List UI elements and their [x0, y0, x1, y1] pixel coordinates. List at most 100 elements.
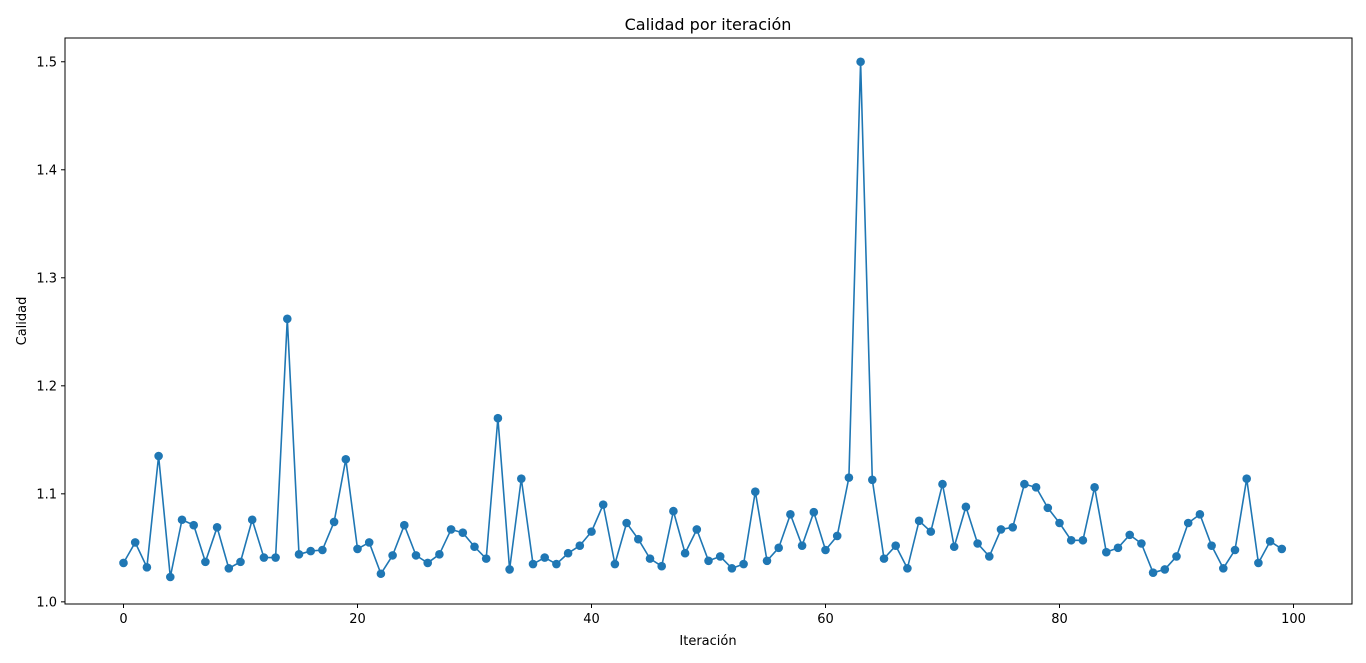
chart-title: Calidad por iteración: [625, 15, 792, 34]
data-point: [891, 541, 900, 550]
data-point: [985, 552, 994, 561]
data-point: [458, 528, 468, 538]
data-point: [704, 556, 713, 566]
data-point: [1219, 564, 1228, 573]
data-point: [528, 559, 538, 569]
y-tick-label: 1.5: [36, 55, 57, 70]
data-point: [142, 562, 152, 572]
data-point: [247, 515, 257, 525]
data-point: [914, 516, 924, 526]
data-point: [119, 558, 128, 568]
data-point: [1148, 568, 1158, 577]
data-point: [1113, 543, 1123, 553]
plot-area: [119, 57, 1287, 582]
data-point: [926, 527, 936, 536]
data-point: [1207, 541, 1216, 550]
data-point: [435, 550, 444, 559]
data-point: [470, 542, 479, 552]
x-tick-label: 0: [119, 612, 127, 627]
data-point: [1172, 552, 1181, 561]
y-tick-label: 1.0: [36, 595, 57, 610]
series-line: [122, 60, 1283, 578]
data-point: [786, 510, 795, 519]
data-point: [236, 557, 245, 567]
y-tick-label: 1.3: [36, 271, 57, 286]
data-point: [727, 564, 737, 573]
data-point: [306, 546, 316, 556]
y-tick-label: 1.1: [36, 487, 57, 502]
data-point: [318, 545, 327, 555]
data-point: [1195, 510, 1205, 519]
data-point: [1066, 535, 1076, 545]
data-point: [493, 413, 503, 423]
data-point: [1183, 518, 1193, 528]
data-point: [610, 559, 620, 569]
y-tick-label: 1.4: [36, 163, 57, 178]
data-point: [669, 506, 678, 516]
data-point: [283, 314, 292, 324]
data-point: [1078, 535, 1088, 545]
x-tick-label: 20: [349, 612, 366, 627]
data-point: [1031, 483, 1041, 492]
data-point: [996, 525, 1006, 534]
data-point: [481, 554, 491, 563]
data-point: [739, 559, 748, 569]
data-point: [879, 554, 889, 563]
data-point: [212, 523, 222, 532]
x-tick-label: 100: [1281, 612, 1306, 627]
data-point: [938, 479, 947, 489]
data-point: [774, 543, 783, 553]
data-point: [154, 451, 163, 461]
data-point: [1008, 523, 1017, 532]
data-point: [517, 474, 526, 484]
y-axis: 1.0 1.1 1.2 1.3 1.4 1.5: [36, 55, 65, 610]
data-point: [821, 545, 830, 555]
data-point: [505, 565, 514, 574]
data-point: [294, 550, 304, 559]
data-point: [552, 559, 561, 569]
data-point: [1242, 474, 1251, 484]
x-tick-label: 80: [1051, 612, 1068, 627]
data-point: [1020, 479, 1029, 489]
y-axis-label: Calidad: [15, 297, 30, 346]
data-point: [949, 542, 959, 552]
data-point: [1125, 530, 1134, 540]
data-point: [762, 556, 772, 566]
data-point: [622, 518, 631, 528]
data-point: [645, 554, 655, 563]
data-point: [364, 538, 374, 547]
data-point: [1254, 558, 1263, 568]
data-point: [751, 487, 760, 496]
data-point: [680, 548, 690, 558]
data-point: [973, 539, 982, 548]
data-point: [809, 507, 819, 517]
y-tick-label: 1.2: [36, 379, 57, 394]
data-point: [1055, 518, 1064, 528]
data-point: [1102, 547, 1111, 557]
data-point: [598, 500, 608, 509]
data-point: [189, 520, 198, 530]
x-tick-label: 60: [817, 612, 834, 627]
data-point: [271, 553, 280, 562]
data-point: [1265, 537, 1275, 546]
data-point: [166, 572, 175, 582]
data-point: [1137, 539, 1146, 548]
data-point: [353, 544, 362, 554]
data-point: [692, 525, 702, 534]
data-point: [1090, 483, 1099, 492]
data-point: [797, 541, 807, 550]
data-point: [575, 541, 585, 550]
data-point: [201, 557, 210, 567]
data-point: [376, 569, 386, 579]
x-axis-label: Iteración: [679, 634, 736, 649]
data-point: [1230, 545, 1240, 555]
data-point: [388, 551, 397, 560]
x-axis: 0 20 40 60 80 100: [119, 604, 1306, 627]
data-point: [224, 564, 234, 573]
data-point: [446, 525, 456, 534]
data-point: [563, 548, 573, 558]
data-point: [177, 515, 187, 525]
data-point: [259, 553, 269, 562]
data-point: [1277, 544, 1287, 554]
data-point: [657, 561, 666, 571]
